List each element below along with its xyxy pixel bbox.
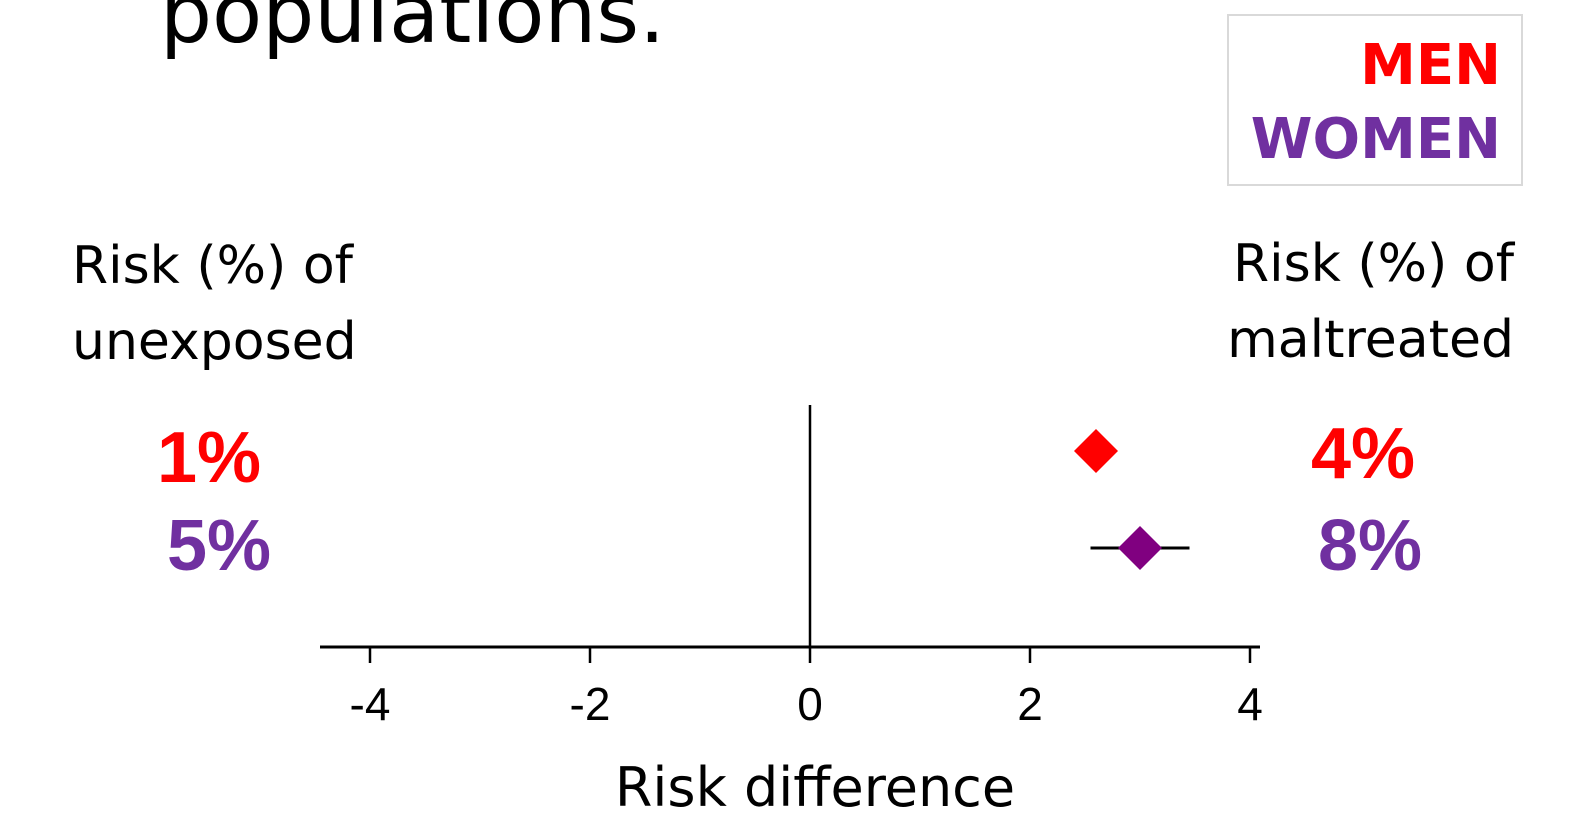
x-tick-label: -4 — [350, 678, 391, 730]
legend: MEN WOMEN — [1227, 14, 1523, 186]
estimate-marker — [1118, 526, 1162, 570]
x-tick-label: 0 — [797, 678, 823, 730]
women-maltreated-risk: 8% — [1318, 506, 1423, 586]
maltreated-risk-header: Risk (%) of maltreated — [1227, 234, 1514, 370]
unexposed-risk-header: Risk (%) of unexposed — [72, 236, 357, 372]
x-tick-label: 4 — [1237, 678, 1263, 730]
men-maltreated-risk: 4% — [1311, 414, 1416, 494]
legend-item-men: MEN — [1360, 33, 1501, 98]
x-tick-label: 2 — [1017, 678, 1043, 730]
legend-item-women: WOMEN — [1250, 107, 1501, 172]
x-axis-label: Risk difference — [615, 756, 1015, 819]
men-unexposed-risk: 1% — [157, 418, 262, 498]
estimate-marker — [1074, 429, 1118, 473]
x-tick-label: -2 — [570, 678, 611, 730]
slide-title: populations. — [160, 0, 666, 62]
women-unexposed-risk: 5% — [167, 506, 272, 586]
